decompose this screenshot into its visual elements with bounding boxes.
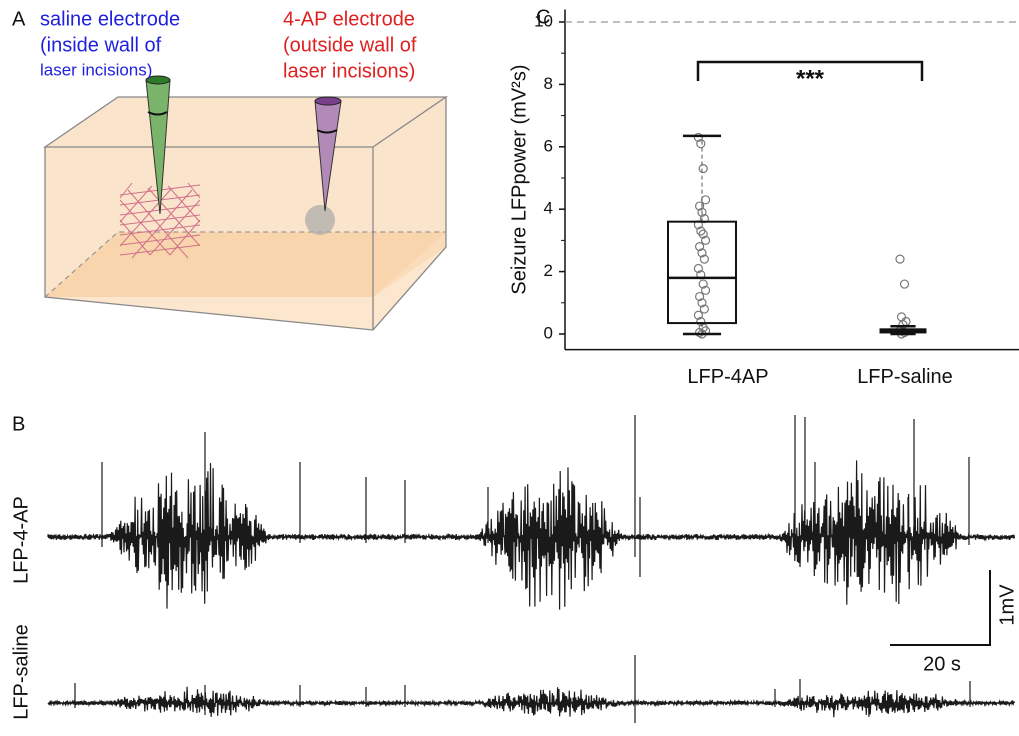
diagram [42, 75, 449, 331]
trace [47, 655, 1016, 723]
trace-label: LFP-saline [10, 624, 32, 720]
x-tick-label: LFP-saline [857, 366, 953, 388]
ap-label: laser incisions) [283, 60, 415, 82]
data-point [696, 226, 706, 236]
y-tick-label: 10 [534, 11, 553, 30]
injection-site [305, 205, 335, 235]
data-point [697, 248, 707, 258]
trace [47, 415, 1016, 610]
y-tick-label: 4 [544, 199, 553, 218]
data-point [699, 254, 710, 264]
data-point [699, 304, 710, 314]
significance-label: *** [796, 65, 825, 92]
data-point [694, 242, 705, 252]
box [667, 220, 737, 325]
panel-label: C [536, 6, 550, 28]
data-point [697, 207, 707, 217]
saline-label: (inside wall of [40, 34, 162, 56]
y-axis-label: Seizure LFPpower (mV²s) [508, 65, 530, 295]
data-point [696, 316, 706, 327]
block-edges [42, 96, 449, 331]
ap-label: 4-AP electrode [283, 8, 415, 30]
saline-electrode-top [145, 75, 171, 85]
ap-electrode-top [314, 96, 342, 106]
significance-bracket [696, 60, 924, 81]
data-point [697, 298, 707, 308]
electrode-band [147, 111, 168, 116]
saline-label: laser incisions) [40, 60, 152, 79]
y-tick-label: 8 [544, 74, 553, 93]
panel-label: B [12, 413, 25, 435]
data-point [700, 195, 711, 205]
data-point [700, 235, 711, 245]
electrode-band [316, 129, 338, 134]
box-chart: 0 2 4 6 8 10 Seizure LFPpower (mV²s) LFP-4AP LFP… [508, 9, 1019, 388]
data-point [693, 263, 704, 274]
data-point [896, 312, 907, 322]
trace-label: LFP-4-AP [10, 496, 32, 584]
data-point [693, 310, 704, 320]
scale-bar [890, 570, 991, 646]
data-point [698, 279, 708, 289]
data-point [895, 254, 905, 264]
y-tick-label: 2 [544, 261, 553, 280]
data-point [694, 201, 705, 211]
block-hidden-edges [44, 231, 446, 298]
block-floor-front [45, 232, 446, 330]
data-point [700, 285, 711, 295]
data-point [696, 139, 706, 149]
scale-label: 1mV [996, 584, 1018, 626]
traces [47, 415, 1016, 723]
data-point [698, 164, 708, 174]
panel-label: A [12, 8, 26, 30]
data-point [899, 279, 910, 289]
scale-label: 20 s [923, 653, 961, 675]
y-tick-label: 6 [544, 136, 553, 155]
data-point [694, 291, 705, 302]
y-tick-label: 0 [544, 323, 553, 342]
data-point [698, 229, 708, 239]
x-tick-label: LFP-4AP [687, 366, 768, 388]
saline-label: saline electrode [40, 8, 180, 30]
data-point [694, 327, 705, 338]
ap-label: (outside wall of [283, 34, 417, 56]
